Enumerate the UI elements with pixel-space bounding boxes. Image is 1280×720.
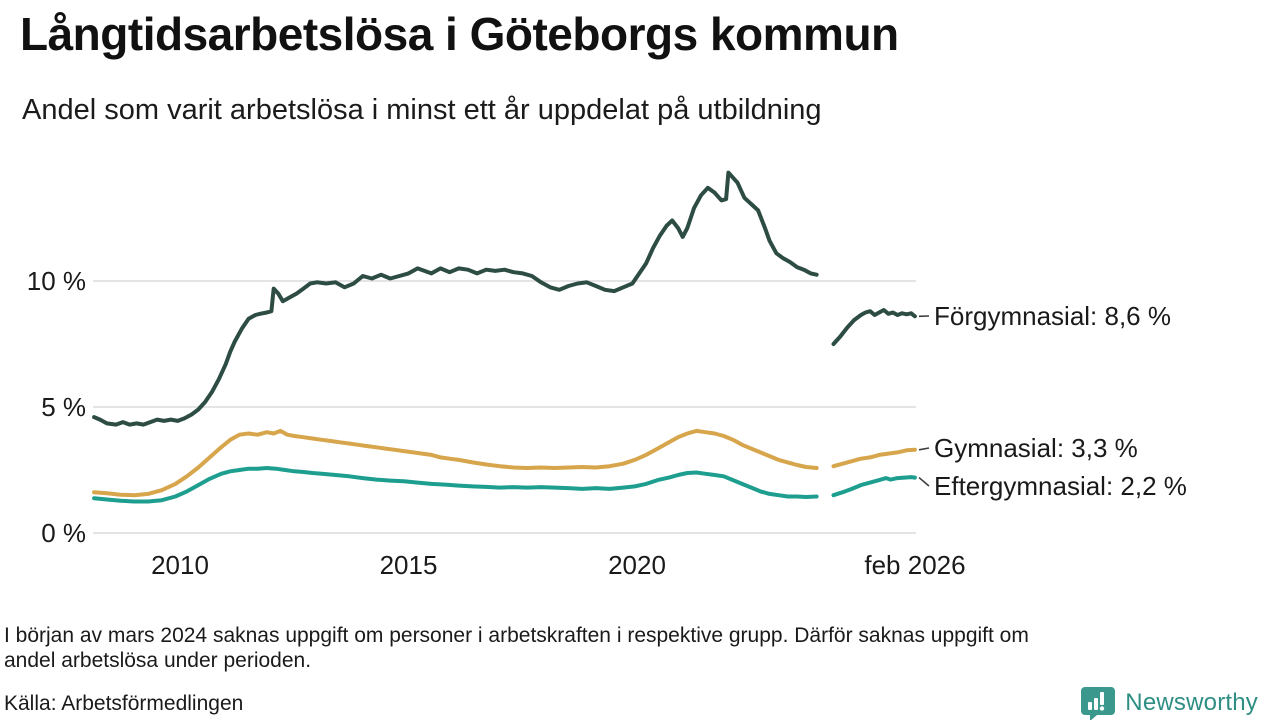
series-line-forgymnasial-segment-1 xyxy=(92,170,819,427)
series-label-eftergymnasial: Eftergymnasial: 2,2 % xyxy=(934,471,1187,501)
source-label: Källa: Arbetsförmedlingen xyxy=(4,692,244,715)
newsworthy-logo-icon xyxy=(1081,687,1116,720)
series-label-gymnasial: Gymnasial: 3,3 % xyxy=(934,433,1138,463)
logo-exclamation-bar xyxy=(1100,692,1105,705)
page-subtitle: Andel som varit arbetslösa i minst ett å… xyxy=(22,94,822,126)
series-line-gymnasial-segment-1 xyxy=(92,428,819,498)
footnote-line-1: I början av mars 2024 saknas uppgift om … xyxy=(4,624,1029,647)
footnote-line-2: andel arbetslösa under perioden. xyxy=(4,649,312,672)
newsworthy-wordmark: Newsworthy xyxy=(1125,689,1258,716)
logo-bar-small xyxy=(1088,702,1093,710)
x-tick-label-2020: 2020 xyxy=(608,550,666,580)
x-tick-label-feb2026: feb 2026 xyxy=(864,550,966,580)
series-line-eftergymnasial-segment-1 xyxy=(92,466,819,504)
series-line-eftergymnasial-segment-2 xyxy=(831,475,917,498)
page-title: Långtidsarbetslösa i Göteborgs kommun xyxy=(20,8,899,60)
logo-bar-medium xyxy=(1094,698,1099,710)
label-connector-eftergymnasial xyxy=(918,476,930,487)
series-line-gymnasial-segment-2 xyxy=(831,447,917,469)
y-tick-label-5: 5 % xyxy=(41,392,86,422)
label-connector-gymnasial xyxy=(918,447,930,451)
y-tick-label-0: 0 % xyxy=(41,518,86,548)
series-line-forgymnasial-segment-2 xyxy=(831,308,917,346)
x-tick-label-2015: 2015 xyxy=(379,550,438,580)
newsworthy-logo: Newsworthy xyxy=(1080,685,1258,720)
x-tick-label-2010: 2010 xyxy=(151,550,209,580)
logo-exclamation-dot xyxy=(1100,706,1105,711)
y-tick-label-10: 10 % xyxy=(26,266,86,296)
series-label-forgymnasial: Förgymnasial: 8,6 % xyxy=(934,301,1171,331)
